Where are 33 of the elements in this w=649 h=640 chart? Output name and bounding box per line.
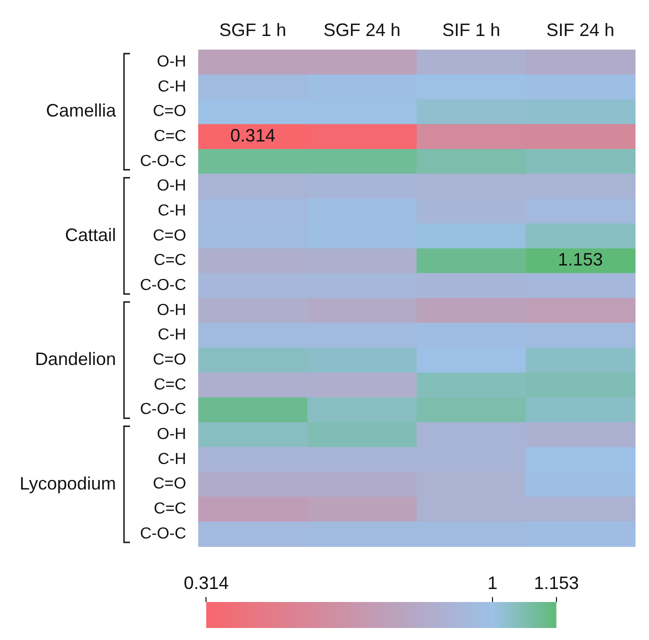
text: Cattail xyxy=(64,224,116,245)
color-bar-label: 0.314 xyxy=(184,573,229,594)
y-tick-label: C-H xyxy=(158,326,186,344)
color-bar-label: 1 xyxy=(488,573,498,594)
y-tick-label: C=C xyxy=(154,500,186,518)
y-tick-label: O-H xyxy=(156,302,186,319)
y-tick-label: C-O-C xyxy=(140,401,186,418)
y-tick-label: C=O xyxy=(152,103,186,120)
y-tick-label: O-H xyxy=(156,178,186,195)
y-tick-label: O-H xyxy=(156,53,186,70)
y-tick-label: C=O xyxy=(152,476,186,493)
x-tick-label: SGF 1 h xyxy=(219,20,286,40)
y-tick-label: C=O xyxy=(152,352,186,369)
x-tick-label: SIF 24 h xyxy=(546,20,614,40)
y-tick-label: O-H xyxy=(156,426,186,444)
y-tick-label: C-O-C xyxy=(140,525,186,542)
data-label: 0.314 xyxy=(230,126,276,146)
x-tick-label: SIF 1 h xyxy=(442,20,500,40)
color-bar-label: 1.153 xyxy=(534,573,579,594)
x-tick-label: SGF 24 h xyxy=(323,20,401,40)
y-tick-label: C=C xyxy=(154,252,186,270)
text: Dandelion xyxy=(34,349,116,370)
y-tick-label: C-H xyxy=(158,450,186,468)
y-tick-label: C=C xyxy=(154,128,186,145)
y-tick-label: C-H xyxy=(158,202,186,220)
text: Camellia xyxy=(46,100,117,121)
y-tick-label: C-H xyxy=(158,78,186,96)
y-tick-label: C=C xyxy=(154,376,186,394)
y-tick-label: C=O xyxy=(152,227,186,244)
text: Lycopodium xyxy=(20,473,116,494)
y-tick-label: C-O-C xyxy=(140,152,186,170)
data-label: 1.153 xyxy=(558,250,603,270)
y-tick-label: C-O-C xyxy=(140,276,186,294)
